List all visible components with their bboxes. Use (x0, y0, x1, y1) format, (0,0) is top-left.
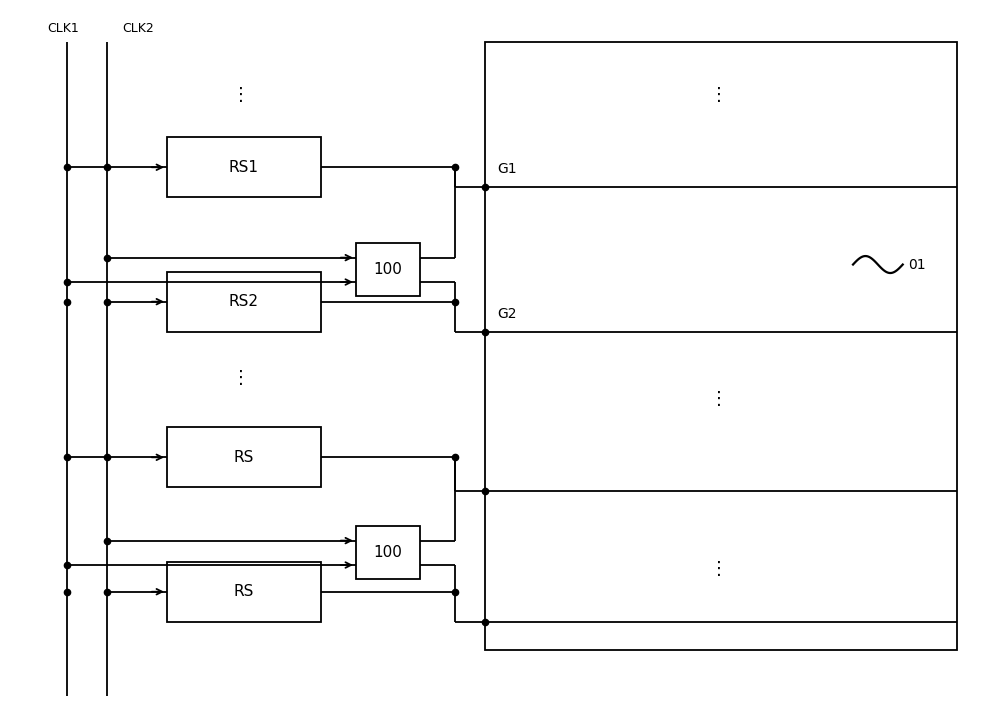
Text: RS: RS (234, 450, 254, 465)
Text: 01: 01 (908, 257, 925, 272)
Text: 100: 100 (374, 545, 403, 560)
Bar (167, 272, 321, 332)
Text: RS1: RS1 (229, 160, 259, 175)
Text: ⋮: ⋮ (232, 86, 250, 104)
Text: CLK1: CLK1 (48, 21, 79, 35)
Text: ⋮: ⋮ (710, 390, 728, 408)
Text: 100: 100 (374, 262, 403, 277)
Bar (356, 243, 420, 297)
Bar (167, 562, 321, 622)
Bar (167, 137, 321, 198)
Text: G2: G2 (497, 307, 517, 321)
Text: RS2: RS2 (229, 294, 259, 309)
Text: RS: RS (234, 584, 254, 599)
Text: ⋮: ⋮ (232, 369, 250, 386)
Text: CLK2: CLK2 (122, 21, 154, 35)
Text: G1: G1 (497, 162, 517, 176)
Bar (167, 427, 321, 488)
Bar (485, 41, 957, 650)
Text: ⋮: ⋮ (710, 560, 728, 578)
Bar (356, 526, 420, 580)
Text: ⋮: ⋮ (710, 86, 728, 104)
